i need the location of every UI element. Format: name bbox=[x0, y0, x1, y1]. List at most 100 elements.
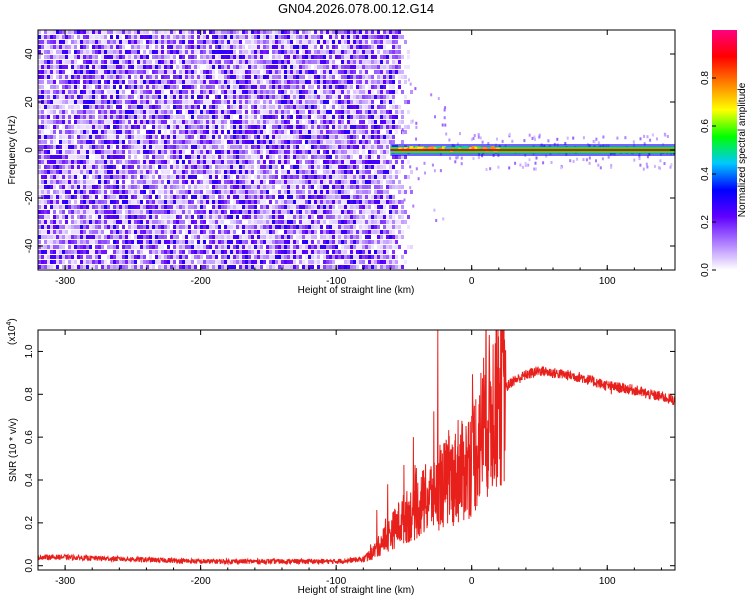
spectrogram-cell bbox=[275, 265, 278, 269]
spectrogram-cell bbox=[143, 105, 146, 109]
spectrogram-cell bbox=[263, 120, 266, 124]
spectrogram-cell bbox=[290, 130, 293, 134]
spectrogram-cell bbox=[245, 215, 248, 219]
spectrogram-cell bbox=[236, 75, 239, 79]
spectrogram-cell bbox=[227, 115, 230, 119]
spectrogram-cell bbox=[323, 105, 326, 109]
spectrogram-cell bbox=[368, 85, 371, 89]
spectrogram-cell bbox=[281, 240, 284, 244]
spectrogram-cell bbox=[227, 65, 230, 69]
spectrogram-cell bbox=[326, 120, 329, 124]
spectrogram-cell bbox=[203, 240, 206, 244]
spectrogram-cell bbox=[38, 210, 41, 214]
spectrogram-cell bbox=[65, 45, 68, 49]
spectrogram-cell bbox=[284, 85, 287, 89]
spectrogram-cell bbox=[179, 220, 182, 224]
spectrogram-cell bbox=[74, 185, 77, 189]
spectrogram-cell bbox=[104, 35, 107, 39]
spectrogram-cell bbox=[164, 165, 167, 169]
spectrogram-cell bbox=[356, 205, 359, 209]
spectrogram-cell bbox=[290, 125, 293, 129]
spectrogram-cell bbox=[278, 40, 281, 44]
spectrogram-cell bbox=[134, 265, 137, 269]
spectrogram-cell bbox=[77, 135, 80, 139]
spectrogram-cell bbox=[74, 230, 77, 234]
spectrogram-cell bbox=[197, 120, 200, 124]
spectrogram-cell bbox=[353, 140, 356, 144]
spectrogram-cell bbox=[41, 250, 44, 254]
spectrogram-cell bbox=[179, 40, 182, 44]
spectrogram-cell bbox=[338, 30, 341, 34]
spectrogram-cell bbox=[239, 185, 242, 189]
spectrogram-cell bbox=[356, 85, 359, 89]
spectrogram-cell bbox=[332, 165, 335, 169]
spectrogram-cell bbox=[44, 155, 47, 159]
spectrogram-cell bbox=[272, 120, 275, 124]
spectrogram-cell bbox=[47, 75, 50, 79]
spectrogram-cell bbox=[260, 110, 263, 114]
spectrogram-cell bbox=[68, 175, 71, 179]
spectrogram-cell bbox=[269, 240, 272, 244]
spectrogram-cell bbox=[65, 50, 68, 54]
spectrogram-cell bbox=[89, 90, 92, 94]
spectrogram-cell bbox=[329, 80, 332, 84]
spectrogram-cell bbox=[179, 45, 182, 49]
spectrogram-cell bbox=[239, 130, 242, 134]
spectrogram-cell bbox=[308, 75, 311, 79]
spectrogram-cell bbox=[59, 120, 62, 124]
spectrogram-cell bbox=[278, 85, 281, 89]
spectrogram-cell bbox=[311, 185, 314, 189]
spectrogram-cell bbox=[71, 175, 74, 179]
spectrogram-cell bbox=[74, 160, 77, 164]
spectrogram-cell bbox=[275, 220, 278, 224]
spectrogram-cell bbox=[56, 235, 59, 239]
spectrogram-cell bbox=[128, 60, 131, 64]
spectrogram-cell bbox=[317, 65, 320, 69]
spectrogram-cell bbox=[119, 55, 122, 59]
spectrogram-cell bbox=[239, 195, 242, 199]
spectrogram-cell bbox=[56, 175, 59, 179]
spectrogram-cell bbox=[209, 165, 212, 169]
spectrogram-cell bbox=[206, 35, 209, 39]
spectrogram-cell bbox=[158, 200, 161, 204]
spectrogram-cell bbox=[356, 30, 359, 34]
spectrogram-cell bbox=[293, 135, 296, 139]
spectrogram-cell bbox=[122, 255, 125, 259]
spectrogram-cell bbox=[263, 115, 266, 119]
spectrogram-cell bbox=[179, 265, 182, 269]
spectrogram-cell bbox=[77, 205, 80, 209]
spectrogram-cell bbox=[182, 70, 185, 74]
spectrogram-cell bbox=[71, 150, 74, 154]
spectrogram-cell bbox=[221, 195, 224, 199]
spectrogram-cell bbox=[44, 145, 47, 149]
spectrogram-cell bbox=[113, 75, 116, 79]
spectrogram-cell bbox=[197, 125, 200, 129]
spectrogram-cell bbox=[350, 155, 353, 159]
spectrogram-cell bbox=[284, 60, 287, 64]
spectrogram-cell bbox=[89, 40, 92, 44]
spectrogram-cell bbox=[359, 225, 362, 229]
spectrogram-cell bbox=[101, 250, 104, 254]
spectrogram-cell bbox=[131, 40, 134, 44]
spectrogram-cell bbox=[275, 60, 278, 64]
spectrogram-cell bbox=[41, 40, 44, 44]
spectrogram-cell bbox=[248, 95, 251, 99]
spectrogram-cell bbox=[365, 265, 368, 269]
spectrogram-cell bbox=[59, 135, 62, 139]
spectrogram-cell bbox=[110, 135, 113, 139]
spectrogram-cell bbox=[56, 155, 59, 159]
spectrogram-cell bbox=[338, 135, 341, 139]
spectrogram-cell bbox=[149, 75, 152, 79]
spectrogram-cell bbox=[275, 170, 278, 174]
spectrogram-cell bbox=[332, 100, 335, 104]
spectrogram-cell bbox=[335, 125, 338, 129]
spectrogram-cell bbox=[197, 75, 200, 79]
spectrogram-cell bbox=[299, 155, 302, 159]
spectrogram-cell bbox=[182, 265, 185, 269]
spectrogram-cell bbox=[110, 160, 113, 164]
spectrogram-cell bbox=[92, 70, 95, 74]
spectrogram-cell bbox=[149, 210, 152, 214]
spectrogram-cell bbox=[131, 70, 134, 74]
spectrogram-cell bbox=[146, 135, 149, 139]
spectrogram-cell bbox=[92, 165, 95, 169]
